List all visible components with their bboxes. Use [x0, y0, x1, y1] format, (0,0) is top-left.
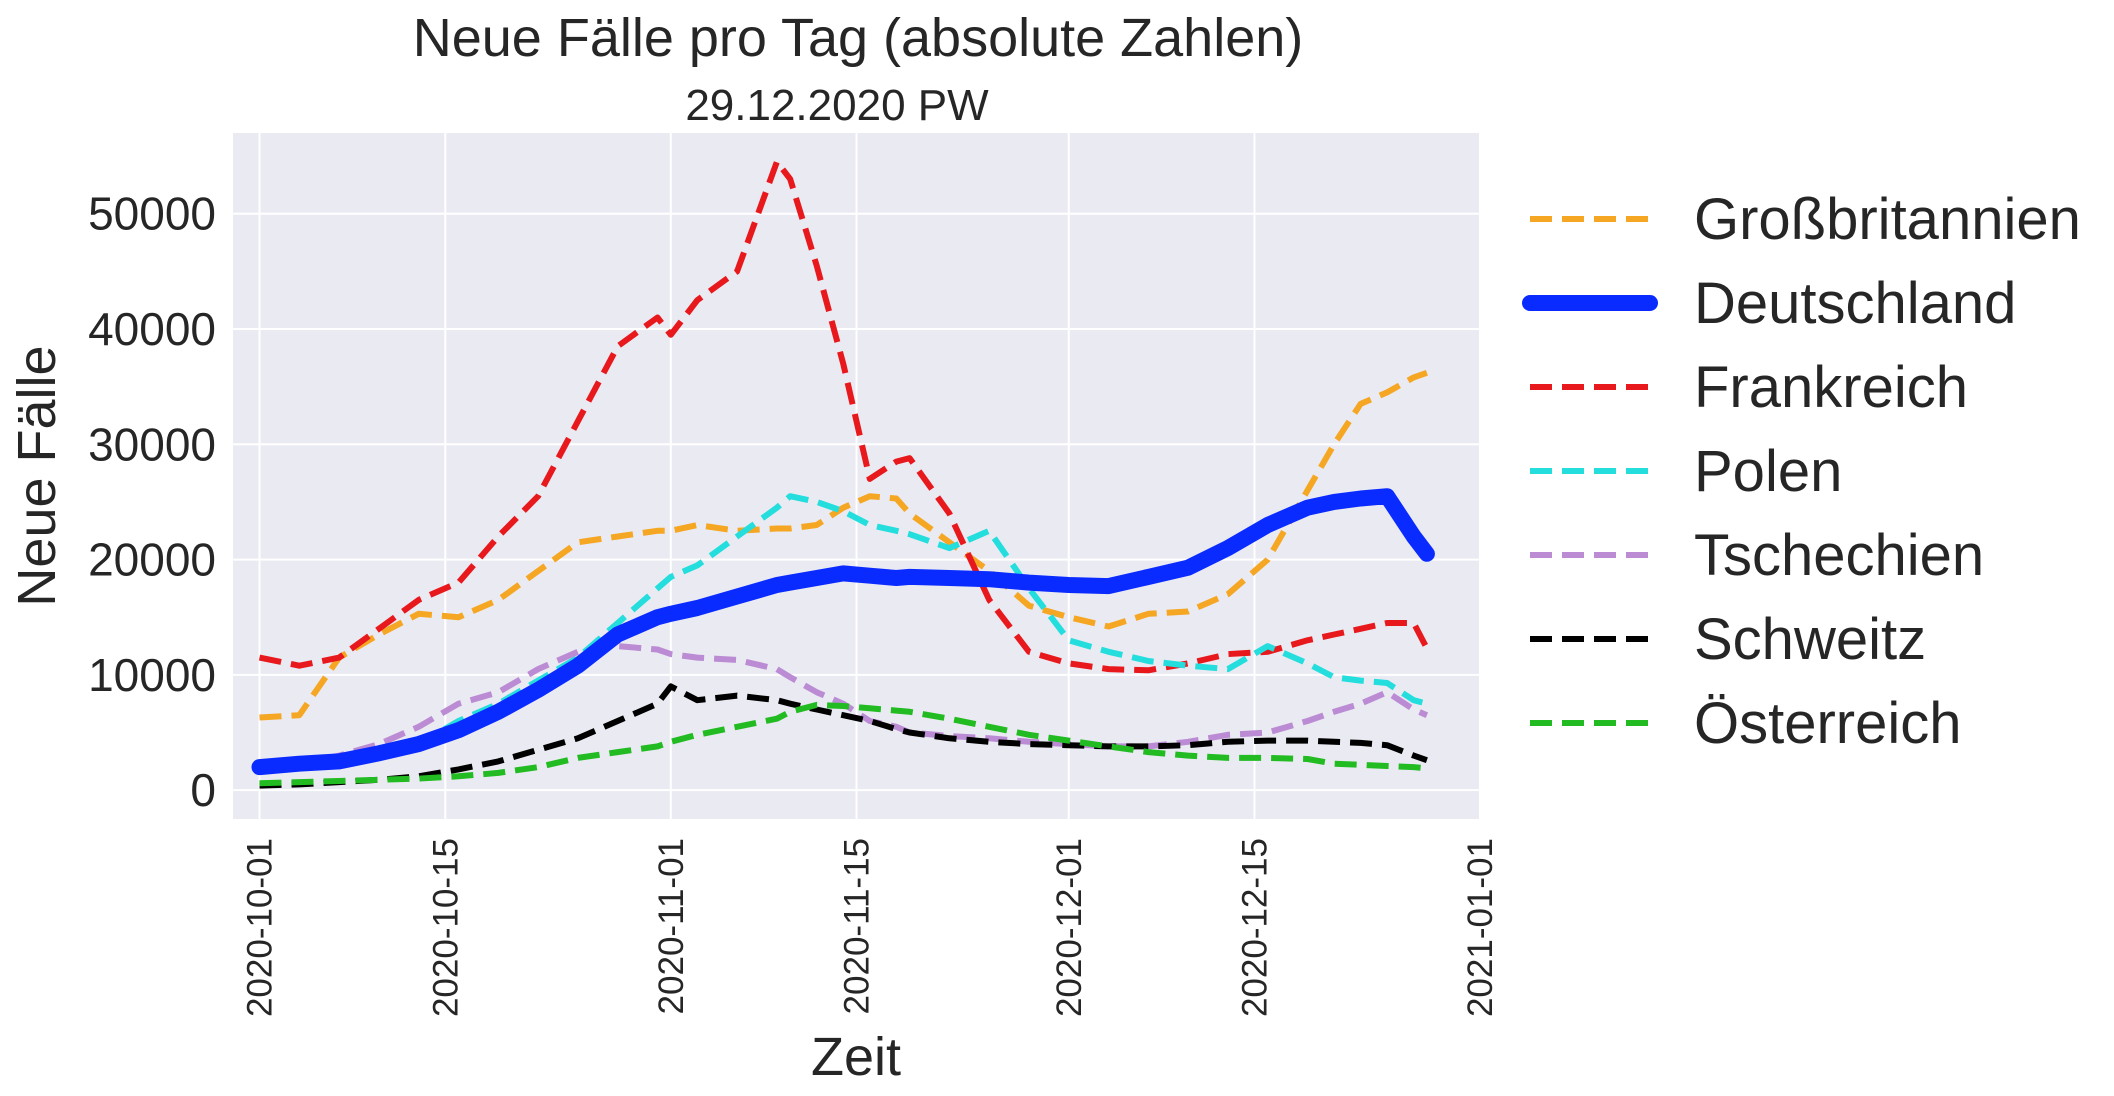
x-axis-label: Zeit — [811, 1027, 901, 1087]
series-line-frankreich — [258, 158, 1430, 674]
legend-label: Schweitz — [1694, 607, 1926, 672]
x-tick-label: 2021-01-01 — [1461, 838, 1500, 1017]
legend: Großbritannien Deutschland Frankreich Polen… — [1522, 187, 2081, 756]
x-tick-label: 2020-11-01 — [652, 838, 691, 1014]
y-tick-labels: 0 10000 20000 30000 40000 50000 — [88, 188, 216, 816]
y-tick-label: 20000 — [88, 534, 216, 586]
grid — [233, 133, 1481, 819]
legend-label: Frankreich — [1694, 355, 1968, 420]
chart-title: Neue Fälle pro Tag (absolute Zahlen) — [413, 8, 1304, 68]
series-line--sterreich — [259, 701, 1428, 787]
legend-label: Österreich — [1694, 691, 1962, 756]
legend-label: Polen — [1694, 439, 1842, 504]
x-tick-label: 2020-12-15 — [1235, 838, 1274, 1017]
series-layer — [251, 158, 1435, 789]
series-line-schweitz — [259, 683, 1428, 789]
series-line-gro-britannien — [259, 369, 1428, 721]
y-tick-label: 0 — [190, 764, 216, 816]
x-tick-label: 2020-11-15 — [838, 838, 877, 1014]
legend-label: Deutschland — [1694, 271, 2016, 336]
chart-subtitle: 29.12.2020 PW — [685, 81, 989, 130]
x-tick-labels: 2020-10-01 2020-10-15 2020-11-01 2020-11-15… — [241, 838, 1500, 1017]
series-line-tschechien — [259, 643, 1429, 771]
legend-label: Tschechien — [1694, 523, 1984, 588]
x-tick-label: 2020-10-01 — [241, 838, 280, 1017]
series-line-deutschland — [251, 488, 1435, 776]
y-tick-label: 50000 — [88, 188, 216, 240]
x-tick-label: 2020-12-01 — [1050, 838, 1089, 1017]
y-axis-label: Neue Fälle — [7, 345, 67, 606]
legend-label: Großbritannien — [1694, 187, 2081, 252]
x-tick-label: 2020-10-15 — [426, 838, 465, 1017]
y-tick-label: 10000 — [88, 649, 216, 701]
y-tick-label: 30000 — [88, 418, 216, 470]
y-tick-label: 40000 — [88, 303, 216, 355]
